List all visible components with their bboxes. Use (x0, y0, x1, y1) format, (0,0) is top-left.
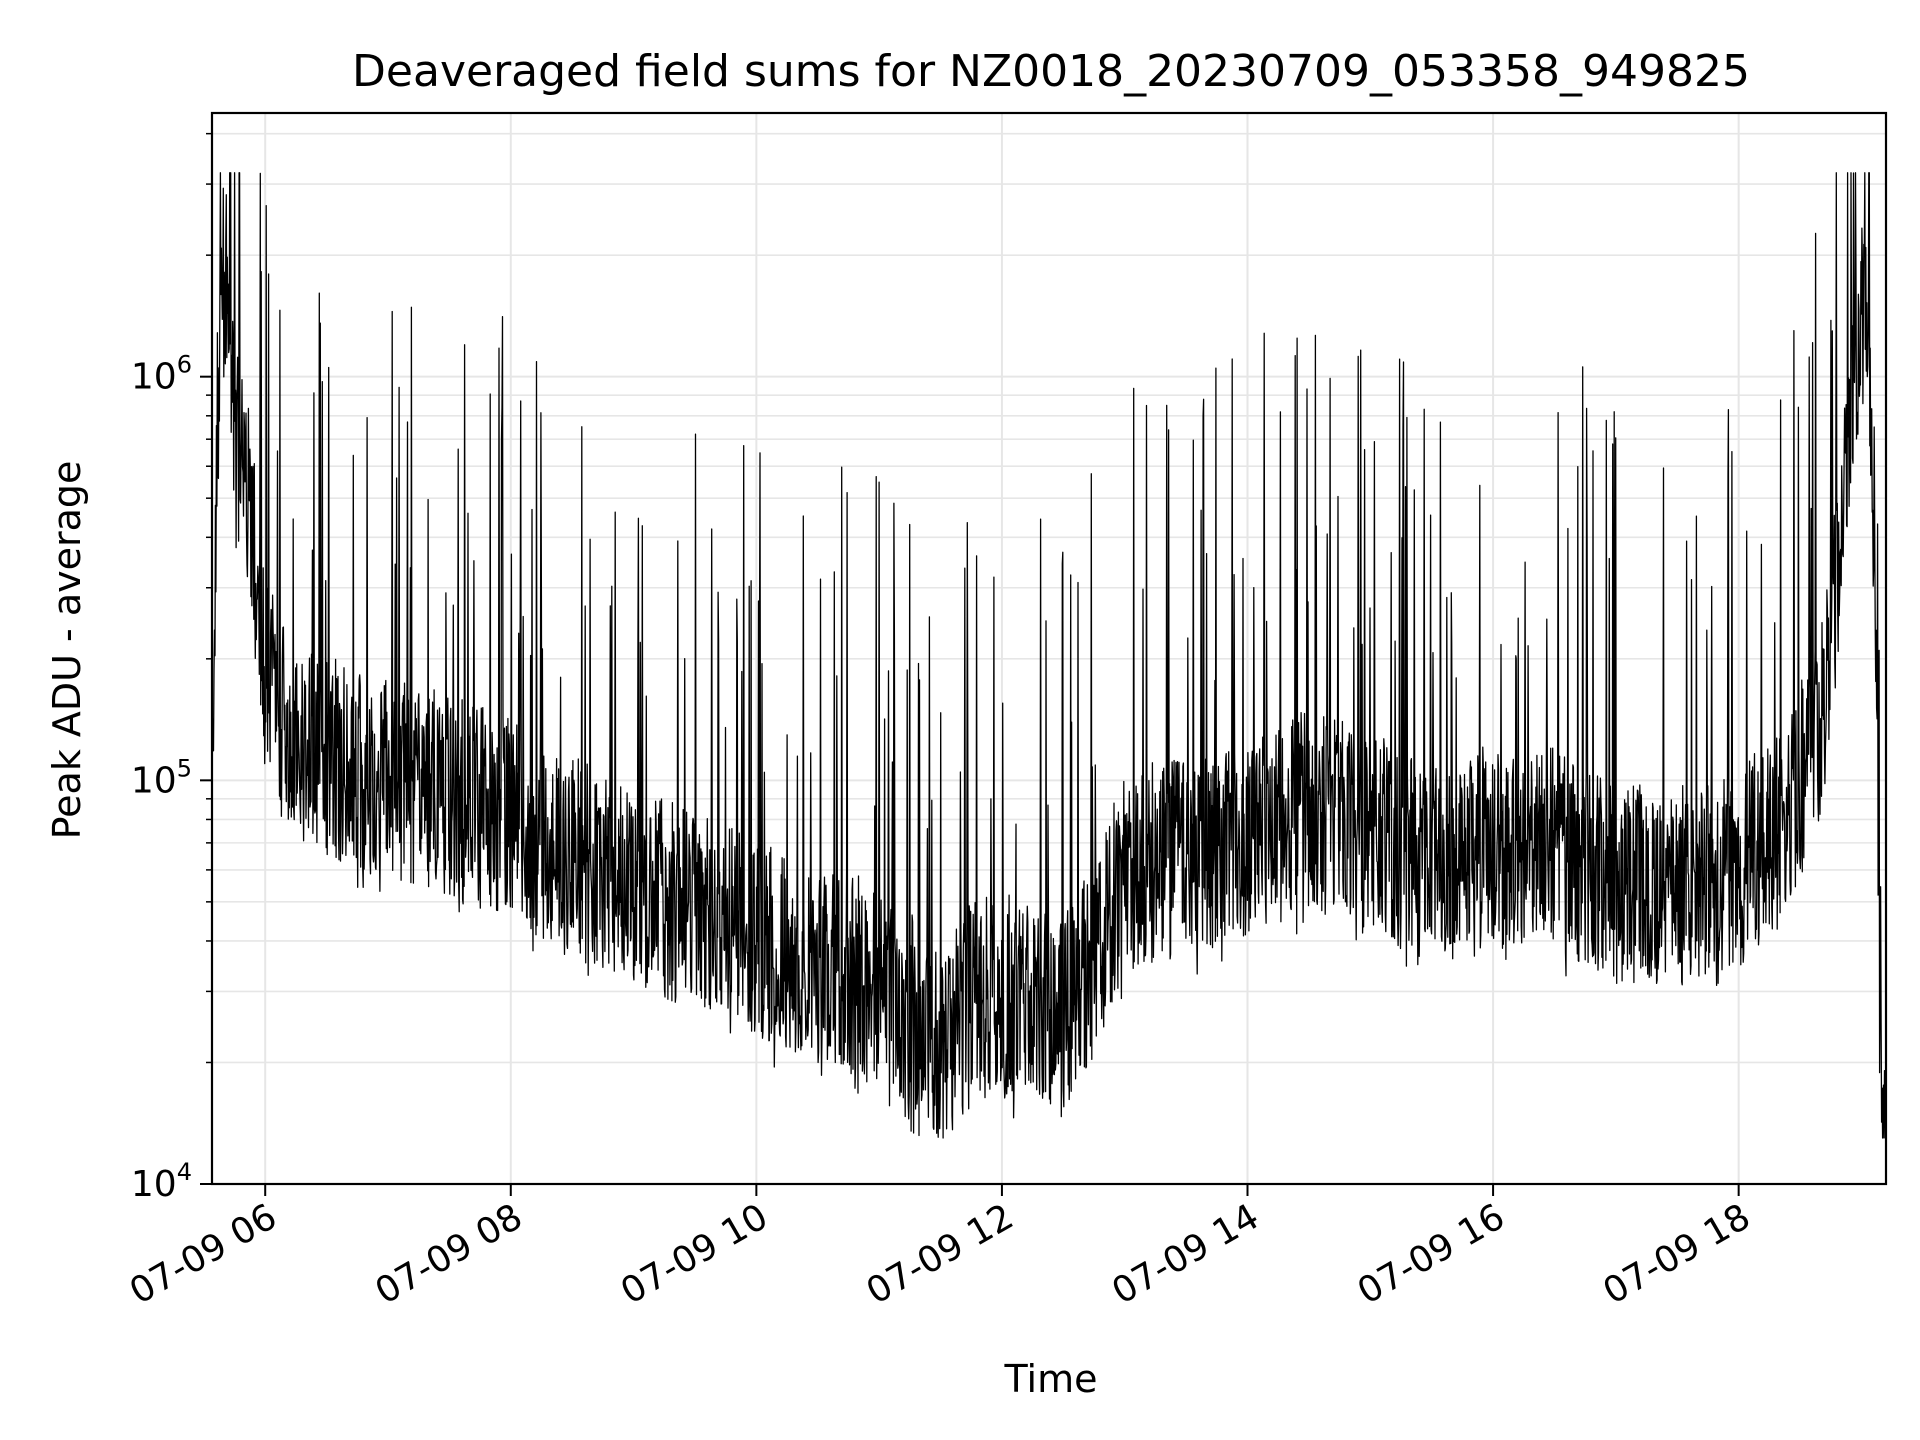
x-axis-label: Time (1004, 1357, 1098, 1401)
plot-frame (210, 111, 1888, 1186)
x-axis: 07-09 06 07-09 08 07-09 10 07-09 12 07-09 14… (123, 1184, 1757, 1313)
chart-title: Deaveraged field sums for NZ0018_2023070… (352, 46, 1750, 97)
x-tick-label: 07-09 12 (860, 1196, 1021, 1312)
x-tick-label: 07-09 16 (1351, 1196, 1512, 1312)
series-layer (211, 172, 1887, 1139)
y-axis: 104 105 106 (131, 132, 212, 1205)
x-tick-label: 07-09 10 (614, 1196, 775, 1312)
x-tick-label: 07-09 08 (369, 1196, 530, 1312)
y-tick-label: 104 (131, 1158, 192, 1205)
x-tick-label: 07-09 18 (1596, 1196, 1757, 1312)
y-tick-label: 106 (131, 351, 192, 398)
x-tick-label: 07-09 06 (123, 1196, 284, 1312)
series-line (211, 172, 1887, 1139)
x-tick-label: 07-09 14 (1105, 1196, 1266, 1312)
y-tick-label: 105 (131, 754, 192, 801)
y-axis-label: Peak ADU - average (45, 461, 89, 840)
